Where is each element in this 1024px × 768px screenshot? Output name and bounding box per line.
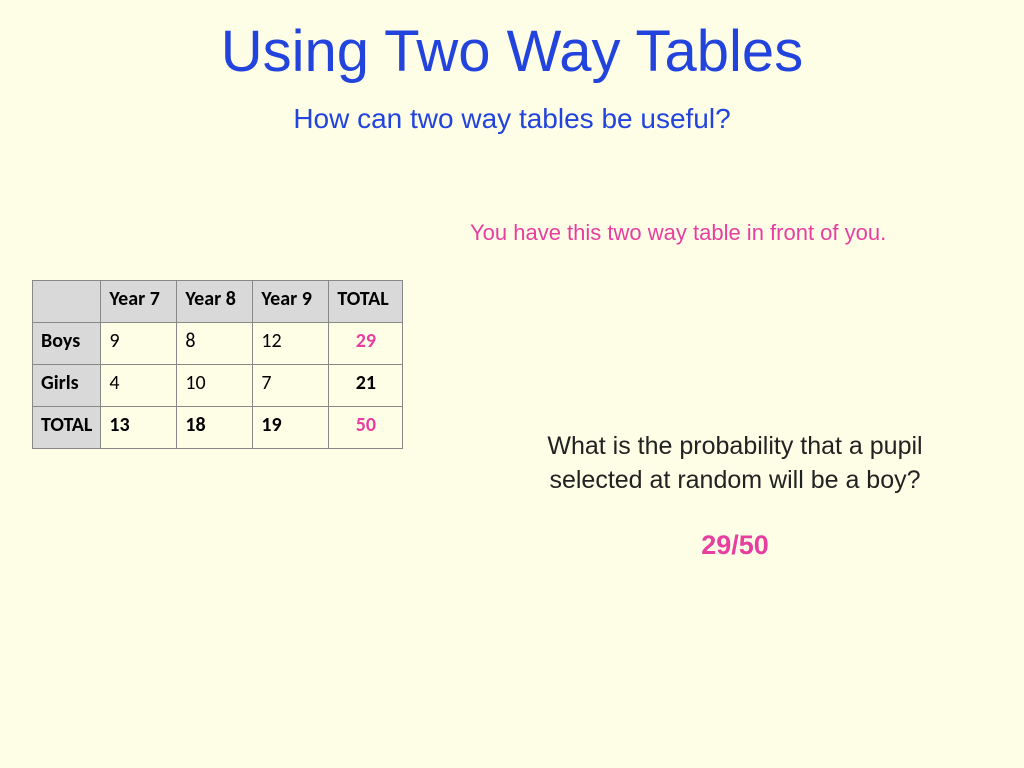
answer-text: 29/50 — [500, 530, 970, 561]
table-cell: 10 — [177, 365, 253, 407]
instruction-note: You have this two way table in front of … — [470, 220, 886, 246]
table-total-cell: 50 — [329, 407, 403, 449]
table-col-header: Year 9 — [253, 281, 329, 323]
table-col-header: Year 8 — [177, 281, 253, 323]
slide-title: Using Two Way Tables — [0, 0, 1024, 85]
two-way-table: Year 7Year 8Year 9TOTAL Boys981229Girls4… — [32, 280, 403, 449]
table-cell: 19 — [253, 407, 329, 449]
table-corner — [33, 281, 101, 323]
table-cell: 8 — [177, 323, 253, 365]
table-cell: 9 — [101, 323, 177, 365]
slide-subtitle: How can two way tables be useful? — [0, 103, 1024, 135]
table-row: Girls410721 — [33, 365, 403, 407]
table-row: TOTAL13181950 — [33, 407, 403, 449]
table-row-label: TOTAL — [33, 407, 101, 449]
table-header-row: Year 7Year 8Year 9TOTAL — [33, 281, 403, 323]
table-cell: 7 — [253, 365, 329, 407]
table-row-label: Girls — [33, 365, 101, 407]
table-col-header: TOTAL — [329, 281, 403, 323]
table-total-cell: 21 — [329, 365, 403, 407]
table-cell: 12 — [253, 323, 329, 365]
question-text: What is the probability that a pupil sel… — [500, 430, 970, 498]
table-row-label: Boys — [33, 323, 101, 365]
table-total-cell: 29 — [329, 323, 403, 365]
table-col-header: Year 7 — [101, 281, 177, 323]
table-cell: 18 — [177, 407, 253, 449]
table-cell: 4 — [101, 365, 177, 407]
table-cell: 13 — [101, 407, 177, 449]
table-row: Boys981229 — [33, 323, 403, 365]
